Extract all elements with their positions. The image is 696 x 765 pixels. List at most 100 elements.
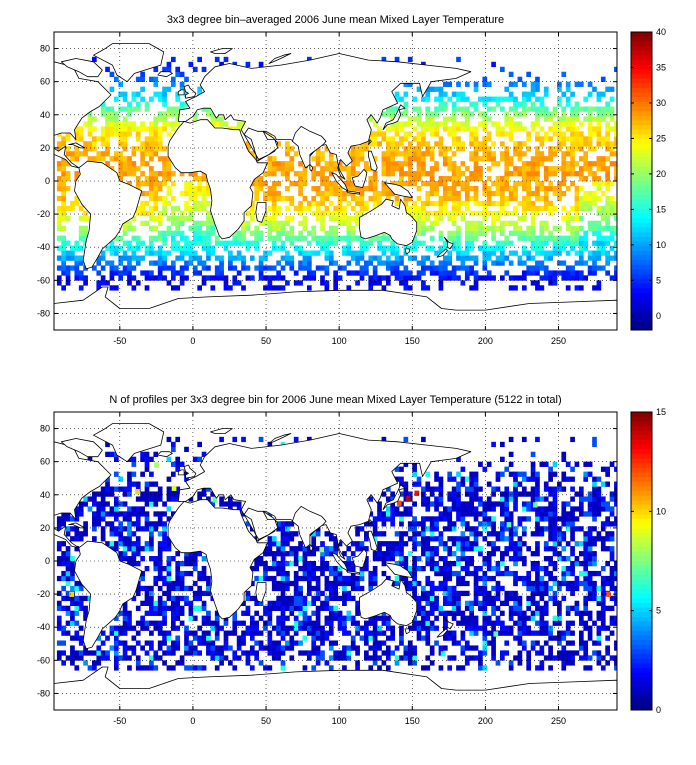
bin-cell — [390, 521, 395, 526]
bin-cell — [430, 265, 435, 270]
bin-cell — [491, 645, 496, 650]
bin-cell — [399, 121, 404, 126]
bin-cell — [434, 186, 439, 191]
bin-cell — [412, 591, 417, 596]
bin-cell — [597, 126, 602, 131]
bin-cell — [118, 511, 123, 516]
bin-cell — [487, 576, 492, 581]
bin-cell — [342, 236, 347, 241]
bin-cell — [351, 256, 356, 261]
bin-cell — [193, 201, 198, 206]
bin-cell — [425, 596, 430, 601]
bin-cell — [127, 121, 132, 126]
bin-cell — [303, 561, 308, 566]
bin-cell — [320, 196, 325, 201]
bin-cell — [285, 221, 290, 226]
bin-cell — [399, 631, 404, 636]
bin-cell — [513, 482, 518, 487]
bin-cell — [145, 275, 150, 280]
bin-cell — [548, 571, 553, 576]
bin-cell — [557, 196, 562, 201]
bin-cell — [127, 171, 132, 176]
x-tick-label: 50 — [261, 336, 271, 346]
bin-cell — [57, 226, 62, 231]
bin-cell — [487, 516, 492, 521]
bin-cell — [254, 196, 259, 201]
bin-cell — [447, 196, 452, 201]
bin-cell — [561, 516, 566, 521]
bin-cell — [281, 616, 286, 621]
bin-cell — [285, 166, 290, 171]
bin-cell — [171, 82, 176, 87]
bin-cell — [338, 216, 343, 221]
bin-cell — [149, 665, 154, 670]
bin-cell — [531, 616, 536, 621]
bin-cell — [482, 241, 487, 246]
bin-cell — [399, 655, 404, 660]
bin-cell — [491, 601, 496, 606]
bin-cell — [149, 631, 154, 636]
bin-cell — [474, 151, 479, 156]
bin-cell — [118, 246, 123, 251]
bin-cell — [351, 270, 356, 275]
bin-cell — [557, 236, 562, 241]
bin-cell — [535, 146, 540, 151]
bin-cell — [320, 606, 325, 611]
bin-cell — [224, 121, 229, 126]
bin-cell — [570, 506, 575, 511]
bin-cell — [149, 216, 154, 221]
bin-cell — [597, 631, 602, 636]
bin-cell — [96, 655, 101, 660]
bin-cell — [268, 251, 273, 256]
bin-cell — [79, 511, 84, 516]
bin-cell — [496, 246, 501, 251]
bin-cell — [461, 631, 466, 636]
bin-cell — [430, 650, 435, 655]
bin-cell — [355, 260, 360, 265]
bin-cell — [526, 501, 531, 506]
bin-cell — [474, 260, 479, 265]
bin-cell — [175, 256, 180, 261]
bin-cell — [140, 556, 145, 561]
bin-cell — [118, 260, 123, 265]
bin-cell — [57, 591, 62, 596]
bin-cell — [540, 136, 545, 141]
bin-cell — [281, 611, 286, 616]
bin-cell — [504, 496, 509, 501]
bin-cell — [425, 482, 430, 487]
bin-cell — [127, 156, 132, 161]
bin-cell — [452, 171, 457, 176]
bin-cell — [575, 211, 580, 216]
bin-cell — [132, 285, 137, 290]
bin-cell — [482, 260, 487, 265]
bin-cell — [210, 285, 215, 290]
bin-cell — [421, 531, 426, 536]
bin-cell — [320, 241, 325, 246]
bin-cell — [149, 496, 154, 501]
bin-cell — [114, 487, 119, 492]
bin-cell — [162, 166, 167, 171]
bin-cell — [92, 536, 97, 541]
bin-cell — [140, 511, 145, 516]
bin-cell — [561, 236, 566, 241]
bin-cell — [491, 487, 496, 492]
bin-cell — [386, 650, 391, 655]
bin-cell — [307, 650, 312, 655]
bin-cell — [127, 506, 132, 511]
bin-cell — [276, 196, 281, 201]
bin-cell — [132, 645, 137, 650]
bin-cell — [298, 556, 303, 561]
bin-cell — [136, 665, 141, 670]
bin-cell — [377, 141, 382, 146]
bin-cell — [522, 506, 527, 511]
bin-cell — [197, 576, 202, 581]
bin-cell — [180, 571, 185, 576]
bin-cell — [518, 576, 523, 581]
bin-cell — [325, 246, 330, 251]
bin-cell — [526, 665, 531, 670]
bin-cell — [263, 665, 268, 670]
bin-cell — [535, 546, 540, 551]
bin-cell — [597, 285, 602, 290]
bin-cell — [382, 161, 387, 166]
bin-cell — [430, 591, 435, 596]
